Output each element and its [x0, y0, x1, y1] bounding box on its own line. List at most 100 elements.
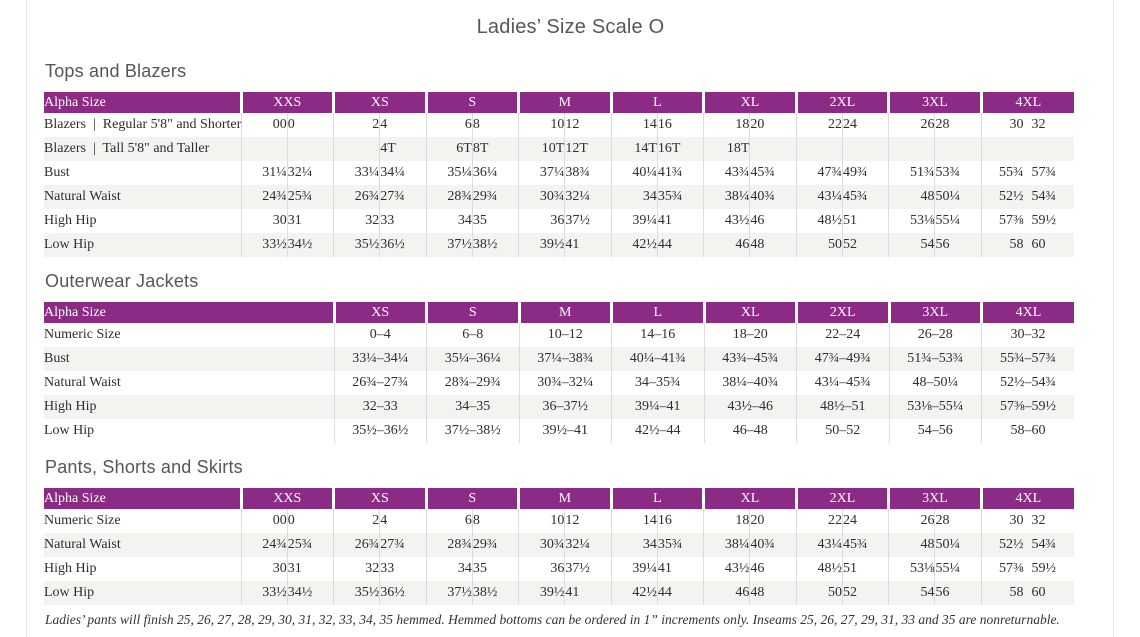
- size-cell: 51¾–53¾: [888, 347, 982, 371]
- size-cell: 46: [703, 233, 750, 257]
- size-cell: 2: [333, 509, 380, 533]
- size-cell: 36: [518, 557, 565, 581]
- size-cell: 60: [1031, 585, 1046, 600]
- size-cell: 38¼: [703, 185, 750, 209]
- size-cell: 48½: [795, 209, 843, 233]
- size-cell: 26¾–27¾: [333, 371, 427, 395]
- column-header-xxs: XXS: [239, 92, 334, 113]
- size-cell: 40¼: [610, 161, 658, 185]
- size-cell: 55¾: [980, 161, 1028, 185]
- size-cell: 41: [564, 581, 612, 605]
- size-cell: 50: [795, 233, 843, 257]
- column-header-m: M: [517, 92, 612, 113]
- size-cell: 54: [888, 233, 935, 257]
- row-label: Natural Waist: [44, 189, 121, 204]
- size-cell: 8T: [471, 137, 519, 161]
- table-row-low-hip: Low Hip 33½ 34½ 35½ 36½ 37½ 38½ 39½ 41 42½ 44 46 48 5…: [44, 233, 1074, 257]
- column-header-xs: XS: [332, 302, 427, 323]
- size-cell: 46: [749, 209, 797, 233]
- size-cell: 48: [888, 185, 935, 209]
- size-cell: 44: [656, 233, 704, 257]
- size-cell: 60: [1031, 237, 1046, 252]
- size-cell: 39½–41: [518, 419, 612, 443]
- column-header-2xl: 2XL: [794, 488, 889, 509]
- size-table-tops-and-blazers: Alpha Size XXS XS S M L XL 2XL 3XL 4XL Blazers | R…: [44, 92, 1074, 257]
- size-cell: 44: [656, 581, 704, 605]
- size-cell: 36½: [379, 233, 427, 257]
- size-cell: 33½: [240, 581, 288, 605]
- size-cell: 54¾: [1031, 537, 1057, 552]
- size-cell: 43¾: [703, 161, 750, 185]
- size-cell: 30: [240, 557, 288, 581]
- size-cell: [1028, 137, 1074, 161]
- size-cell: 37½: [564, 557, 612, 581]
- size-cell: 12: [564, 509, 612, 533]
- size-cell: 4T: [379, 137, 427, 161]
- size-cell: 43¼: [795, 185, 843, 209]
- size-cell: 57⅜–59½: [981, 395, 1074, 419]
- size-cell: 32: [1031, 117, 1046, 132]
- row-label: Low Hip: [44, 585, 95, 600]
- row-label: Bust: [44, 351, 70, 366]
- size-cell: 6–8: [426, 323, 519, 347]
- size-cell: 18: [703, 509, 750, 533]
- size-cell: 40¼–41¾: [611, 347, 704, 371]
- size-cell: 14: [610, 113, 658, 137]
- size-cell: 38¼–40¾: [703, 371, 797, 395]
- size-cell: 48: [749, 233, 797, 257]
- size-cell: 58: [980, 581, 1028, 605]
- size-cell: 24: [841, 113, 889, 137]
- size-cell: 57⅜: [980, 209, 1028, 233]
- size-cell: 59½: [1031, 561, 1057, 576]
- size-cell: [240, 137, 288, 161]
- size-cell: 35¾: [656, 533, 704, 557]
- size-cell: 39½: [518, 581, 565, 605]
- size-cell: [286, 137, 334, 161]
- size-cell: 18–20: [703, 323, 797, 347]
- section-title-pants-shorts-and-skirts: Pants, Shorts and Skirts: [45, 457, 243, 477]
- size-cell: 32¼: [564, 185, 612, 209]
- size-cell: 56: [934, 581, 982, 605]
- table-row-high-hip: High Hip 30 31 32 33 34 35 36 37½ 39¼ 41 43½ 46 48½ 51…: [44, 557, 1074, 581]
- size-cell: 58–60: [981, 419, 1074, 443]
- header-row: Alpha Size XS S M L XL 2XL 3XL 4XL: [44, 302, 1074, 323]
- size-cell: 28: [934, 509, 982, 533]
- table-row-bust: Bust 31¼ 32¼ 33¼ 34¼ 35¼ 36¼ 37¼ 38¾ 40¼ 41¾ 43¾ 45¾…: [44, 161, 1074, 185]
- size-cell: [980, 137, 1028, 161]
- size-cell: 26: [888, 113, 935, 137]
- size-cell: 52: [841, 233, 889, 257]
- size-cell: 0: [286, 509, 334, 533]
- size-cell: 59½: [1031, 213, 1057, 228]
- size-cell: 46: [703, 581, 750, 605]
- table-row-natural-waist: Natural Waist 24¾ 25¾ 26¾ 27¾ 28¾ 29¾ 30¾ 32¼ 34 3…: [44, 533, 1074, 557]
- size-cell: 35¾: [656, 185, 704, 209]
- column-header-l: L: [609, 488, 704, 509]
- size-cell: 34½: [286, 233, 334, 257]
- size-cell: 38½: [471, 581, 519, 605]
- row-label: Blazers | Tall 5'8" and Taller: [44, 141, 210, 156]
- size-cell: 8: [471, 113, 519, 137]
- size-cell: 48–50¼: [888, 371, 982, 395]
- table-row-blazers-tall-5-8-and-taller: Blazers | Tall 5'8" and Taller 4T 6T 8T 10T 1…: [44, 137, 1074, 161]
- column-header-xl: XL: [702, 92, 797, 113]
- size-cell: 28¾: [425, 533, 473, 557]
- column-header-3xl: 3XL: [887, 302, 982, 323]
- sections: Tops and Blazers Alpha Size XXS XS S M L XL 2XL 3…: [44, 60, 1097, 605]
- column-header-m: M: [517, 302, 612, 323]
- column-header-s: S: [425, 302, 519, 323]
- size-cell: 37½: [564, 209, 612, 233]
- size-cell: 55¼: [934, 209, 982, 233]
- table-row-natural-waist: Natural Waist 26¾–27¾ 28¾–29¾ 30¾–32¼ 34–35¾…: [44, 371, 1074, 395]
- column-header-xxs: XXS: [239, 488, 334, 509]
- size-cell: 42½: [610, 233, 658, 257]
- size-cell: 34: [425, 557, 473, 581]
- table-row-bust: Bust 33¼–34¼ 35¼–36¼ 37¼–38¾ 40¼–41¾ 43¾–45¾ 4…: [44, 347, 1074, 371]
- row-label: Natural Waist: [44, 537, 121, 552]
- size-cell: 45¾: [841, 533, 889, 557]
- size-cell: 53¾: [934, 161, 982, 185]
- size-cell: 30: [240, 209, 288, 233]
- section-pants-shorts-and-skirts: Pants, Shorts and Skirts Alpha Size XXS XS S…: [44, 456, 1097, 605]
- size-cell: 52½: [980, 185, 1028, 209]
- table-row-numeric-size: Numeric Size 00 0 2 4 6 8 10 12 14 16 18 20 22 24 26 28 3…: [44, 509, 1074, 533]
- size-cell: 43½: [703, 209, 750, 233]
